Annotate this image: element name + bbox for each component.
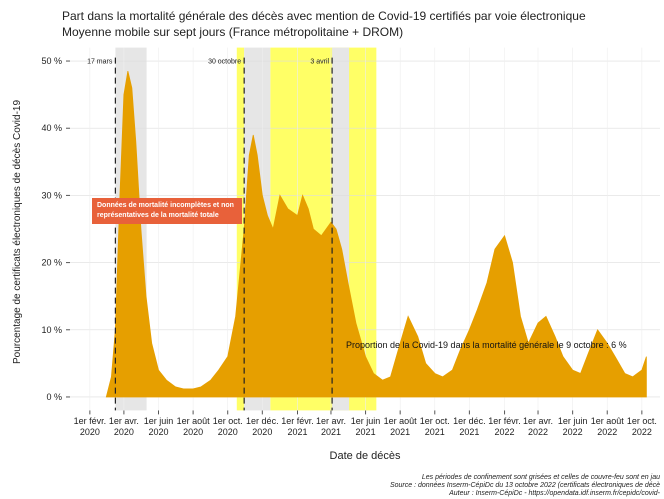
footnote: Source : données Inserm-CépiDc du 13 oct… <box>389 482 660 489</box>
annotation: Proportion de la Covid-19 dans la mortal… <box>346 340 627 350</box>
x-tick-label: 1er avr. 2020 <box>108 416 139 438</box>
x-tick-label: 1er déc. 2020 <box>246 416 279 438</box>
x-tick-label: 1er juin 2020 <box>143 416 174 438</box>
x-tick-label: 1er févr. 2020 <box>73 416 107 438</box>
y-tick-label: 40 % <box>41 123 62 133</box>
area <box>105 71 647 398</box>
x-tick-label: 1er juin 2021 <box>350 416 381 438</box>
box-annotation: Données de mortalité incomplètes et non … <box>92 198 242 224</box>
x-tick-label: 1er févr. 2021 <box>281 416 314 438</box>
x-tick-label: 1er déc. 2021 <box>453 416 486 438</box>
x-tick-label: 1er août 2022 <box>590 416 624 438</box>
x-tick-label: 1er oct. 2021 <box>419 416 450 438</box>
y-tick-label: 20 % <box>41 258 62 268</box>
footnote: Les périodes de confinement sont grisées… <box>421 474 660 481</box>
y-tick-label: 10 % <box>41 325 62 335</box>
y-tick-label: 50 % <box>41 56 62 66</box>
x-tick-label: 1er août 2020 <box>176 416 210 438</box>
chart-title: Part dans la mortalité générale des décè… <box>62 9 586 23</box>
event-label: 17 mars <box>87 59 113 66</box>
x-tick-label: 1er juin 2022 <box>557 416 588 438</box>
y-tick-label: 30 % <box>41 190 62 200</box>
chart-subtitle: Moyenne mobile sur sept jours (France mé… <box>62 25 403 39</box>
y-tick-label: 0 % <box>46 392 62 402</box>
x-tick-label: 1er oct. 2020 <box>212 416 243 438</box>
event-label: 3 avril <box>310 59 329 66</box>
x-tick-label: 1er févr. 2022 <box>488 416 521 438</box>
x-tick-label: 1er avr. 2022 <box>523 416 554 438</box>
y-axis-title: Pourcentage de certificats électroniques… <box>12 100 23 364</box>
x-tick-label: 1er avr. 2021 <box>315 416 346 438</box>
x-tick-label: 1er oct. 2022 <box>626 416 657 438</box>
footnote: Auteur : Inserm-CépiDc - https://opendat… <box>449 490 660 497</box>
event-label: 30 octobre <box>208 59 241 66</box>
x-tick-label: 1er août 2021 <box>383 416 417 438</box>
x-axis-title: Date de décès <box>330 450 401 462</box>
period-band <box>236 47 245 411</box>
